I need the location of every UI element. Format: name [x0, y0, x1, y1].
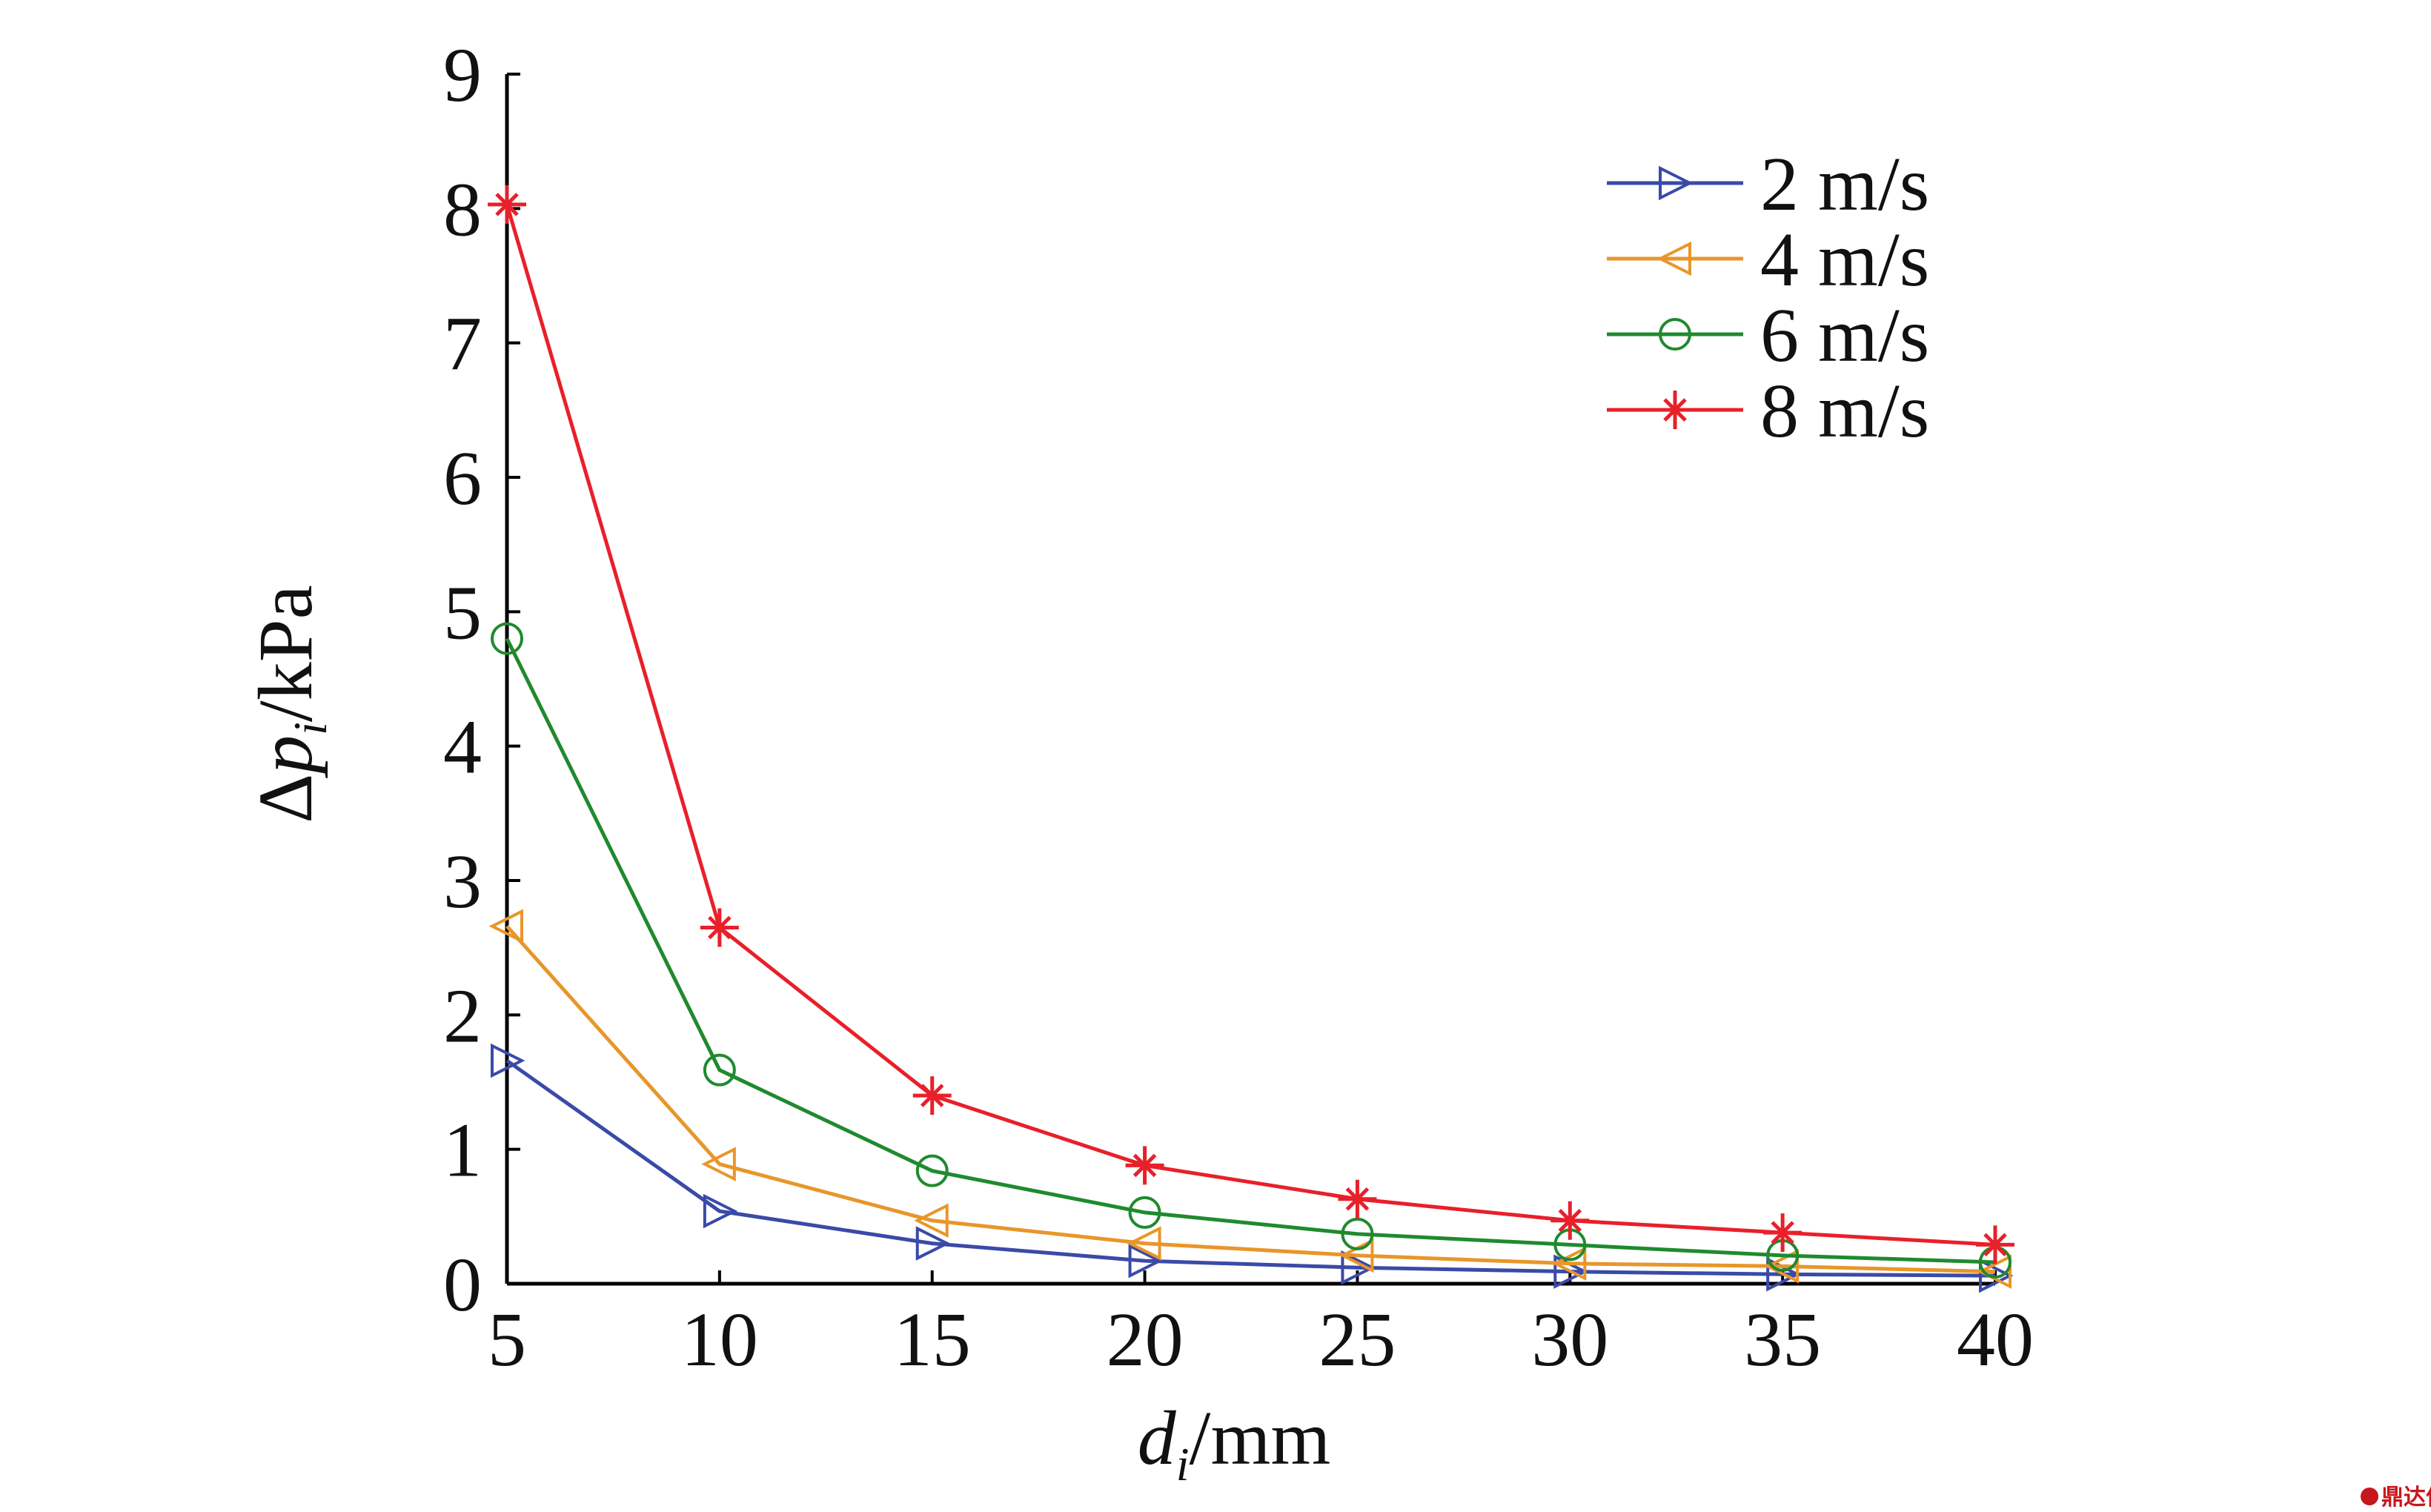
series-line: [505, 637, 1996, 1264]
x-tick-label: 25: [1319, 1297, 1396, 1382]
triangle-left-marker: [1127, 1226, 1161, 1261]
legend-label: 4 m/s: [1760, 217, 1929, 302]
y-tick-label: 2: [443, 973, 482, 1058]
series-group: [488, 185, 2014, 1293]
y-axis-label: Δpi/kPa: [243, 585, 336, 823]
circle-marker: [915, 1154, 949, 1187]
triangle-right-marker: [1979, 1258, 2014, 1293]
circle-marker: [1341, 1217, 1374, 1250]
asterisk-stroke: [708, 915, 732, 940]
triangle-right-marker: [491, 1043, 525, 1078]
triangle-left-marker: [914, 1203, 949, 1239]
series-6-m-s: [491, 622, 2012, 1279]
y-tick-label: 1: [443, 1108, 482, 1193]
asterisk-stroke: [1983, 1233, 2007, 1257]
series-line: [505, 1058, 1996, 1278]
triangle-left-marker: [1551, 1246, 1587, 1281]
x-label-sub: i: [1176, 1438, 1190, 1491]
y-label-main: p: [243, 735, 328, 779]
series-8-m-s: [488, 185, 2014, 1264]
legend-item: 6 m/s: [1607, 293, 1929, 378]
legend-label: 8 m/s: [1760, 368, 1929, 454]
x-tick-label: 40: [1957, 1297, 2034, 1382]
x-tick-label: 30: [1531, 1297, 1608, 1382]
asterisk-stroke: [1345, 1187, 1370, 1211]
y-tick-label: 7: [443, 302, 482, 387]
asterisk-stroke: [495, 193, 519, 216]
asterisk-stroke: [1558, 1209, 1582, 1233]
x-label-unit: /mm: [1190, 1396, 1331, 1481]
watermark-logo-icon: [2361, 1488, 2378, 1505]
asterisk-marker: [1125, 1146, 1164, 1185]
y-label-unit: /kPa: [243, 585, 328, 722]
y-tick-label: 5: [443, 570, 482, 655]
asterisk-marker: [1976, 1225, 2014, 1264]
asterisk-marker: [912, 1076, 952, 1115]
circle-marker: [491, 622, 523, 655]
series-2-m-s: [491, 1043, 2014, 1293]
y-tick-label: 4: [443, 705, 482, 790]
x-tick-label: 35: [1744, 1297, 1821, 1382]
x-tick-label: 5: [488, 1297, 526, 1382]
y-label-prefix: Δ: [243, 774, 328, 823]
asterisk-stroke: [1132, 1153, 1157, 1178]
x-tick-label: 10: [681, 1297, 758, 1382]
y-tick-label: 0: [443, 1242, 482, 1327]
y-tick-label: 6: [443, 436, 482, 521]
triangle-right-marker: [1659, 165, 1694, 201]
asterisk-marker: [700, 908, 739, 947]
asterisk-stroke: [1771, 1221, 1794, 1244]
legend: 2 m/s4 m/s6 m/s8 m/s: [1607, 142, 1929, 454]
circle-marker: [1659, 318, 1691, 351]
x-axis-label: di/mm: [1138, 1396, 1330, 1491]
triangle-left-marker: [1764, 1249, 1800, 1284]
x-tick-label: 15: [894, 1297, 971, 1382]
triangle-right-marker: [1128, 1243, 1164, 1279]
asterisk-marker: [1656, 391, 1694, 429]
asterisk-stroke: [1663, 398, 1687, 422]
legend-item: 2 m/s: [1607, 142, 1929, 227]
triangle-right-marker: [703, 1193, 738, 1229]
axes: 5 10 15 20 25 30 35 40 0 1 2 3 4 5 6 7 8 9: [443, 33, 2034, 1382]
asterisk-stroke: [920, 1084, 944, 1107]
asterisk-marker: [1338, 1179, 1377, 1218]
triangle-right-marker: [1341, 1250, 1376, 1285]
legend-item: 4 m/s: [1607, 217, 1929, 302]
asterisk-marker: [1763, 1213, 1802, 1253]
watermark-text: 鼎达信: [2381, 1485, 2431, 1511]
watermark: 鼎达信: [2361, 1485, 2431, 1511]
x-label-main: d: [1138, 1396, 1177, 1481]
asterisk-marker: [1551, 1201, 1590, 1240]
legend-label: 6 m/s: [1760, 293, 1929, 378]
triangle-left-marker: [1656, 241, 1691, 276]
series-line: [505, 924, 1996, 1274]
series-line: [505, 204, 1996, 1247]
triangle-left-marker: [488, 909, 523, 944]
y-tick-label: 3: [443, 839, 482, 924]
circle-marker: [1128, 1196, 1161, 1229]
y-label-sub: i: [284, 722, 336, 735]
asterisk-marker: [488, 185, 526, 224]
legend-item: 8 m/s: [1607, 368, 1929, 454]
y-tick-label: 9: [443, 33, 482, 118]
circle-marker: [703, 1053, 736, 1087]
triangle-left-marker: [1977, 1254, 2012, 1289]
triangle-right-marker: [915, 1226, 951, 1261]
triangle-left-marker: [701, 1147, 736, 1181]
x-tick-label: 20: [1107, 1297, 1184, 1382]
y-tick-label: 8: [443, 167, 482, 252]
legend-label: 2 m/s: [1760, 142, 1929, 227]
